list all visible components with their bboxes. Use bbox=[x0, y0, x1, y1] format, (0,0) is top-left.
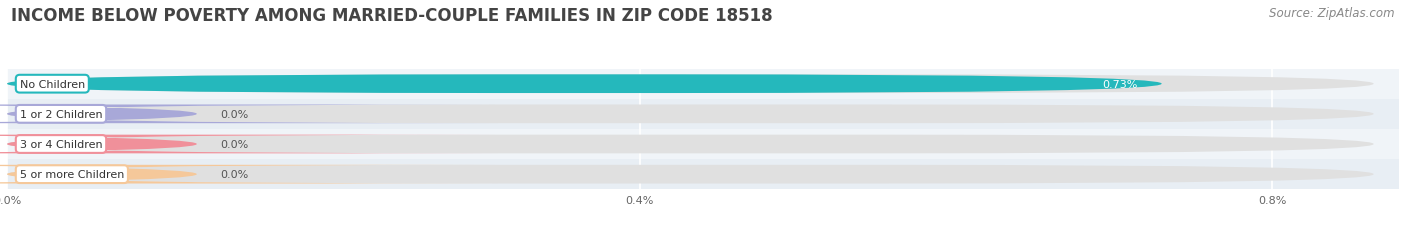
Text: 3 or 4 Children: 3 or 4 Children bbox=[20, 139, 103, 149]
FancyBboxPatch shape bbox=[0, 165, 498, 184]
FancyBboxPatch shape bbox=[7, 75, 1374, 94]
FancyBboxPatch shape bbox=[7, 135, 1374, 154]
Text: 0.0%: 0.0% bbox=[221, 109, 249, 119]
FancyBboxPatch shape bbox=[0, 105, 498, 124]
Text: 0.0%: 0.0% bbox=[221, 169, 249, 179]
Bar bbox=[7, 159, 1399, 189]
Text: 0.0%: 0.0% bbox=[221, 139, 249, 149]
Text: 1 or 2 Children: 1 or 2 Children bbox=[20, 109, 103, 119]
Text: INCOME BELOW POVERTY AMONG MARRIED-COUPLE FAMILIES IN ZIP CODE 18518: INCOME BELOW POVERTY AMONG MARRIED-COUPL… bbox=[11, 7, 773, 25]
FancyBboxPatch shape bbox=[7, 165, 1374, 184]
Bar bbox=[7, 129, 1399, 159]
Text: Source: ZipAtlas.com: Source: ZipAtlas.com bbox=[1270, 7, 1395, 20]
Bar bbox=[7, 69, 1399, 99]
FancyBboxPatch shape bbox=[0, 135, 498, 154]
Text: 5 or more Children: 5 or more Children bbox=[20, 169, 124, 179]
FancyBboxPatch shape bbox=[7, 75, 1161, 94]
FancyBboxPatch shape bbox=[7, 105, 1374, 124]
Text: 0.73%: 0.73% bbox=[1102, 79, 1137, 89]
Bar bbox=[7, 99, 1399, 129]
Text: No Children: No Children bbox=[20, 79, 84, 89]
